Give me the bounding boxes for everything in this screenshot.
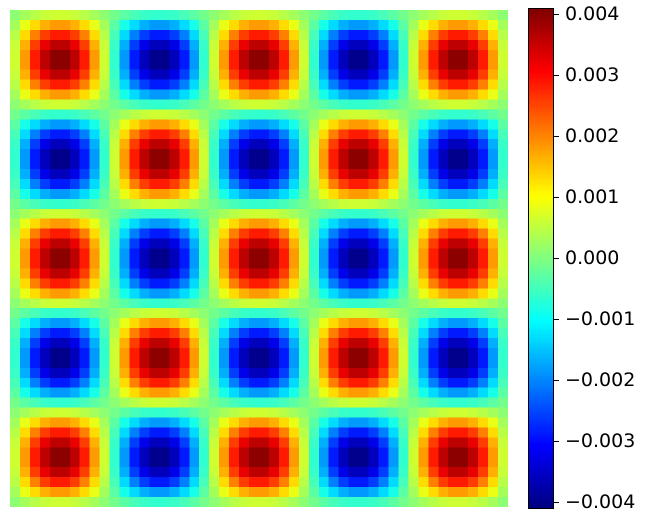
colorbar-tick-label: −0.001 — [565, 308, 636, 331]
heatmap-image — [10, 10, 508, 507]
colorbar-tick — [554, 74, 559, 76]
colorbar-tick — [554, 13, 559, 15]
colorbar-tick — [554, 441, 559, 443]
colorbar-tick — [554, 380, 559, 382]
colorbar-tick — [554, 319, 559, 321]
colorbar-tick — [554, 135, 559, 137]
colorbar-tick-label: 0.002 — [565, 124, 620, 147]
colorbar-tick — [554, 258, 559, 259]
colorbar-tick-label: 0.004 — [565, 2, 620, 25]
colorbar-tick-label: 0.000 — [565, 247, 620, 269]
colorbar-tick-label: −0.004 — [565, 491, 636, 514]
colorbar-tick-label: −0.003 — [565, 430, 636, 453]
colorbar-tick-label: −0.002 — [565, 369, 636, 392]
colorbar-tick-label: 0.003 — [565, 63, 620, 86]
colorbar-tick — [554, 196, 559, 198]
colorbar-tick-label: 0.001 — [565, 185, 620, 208]
colorbar-tick — [554, 502, 559, 504]
colorbar-gradient — [528, 8, 554, 509]
